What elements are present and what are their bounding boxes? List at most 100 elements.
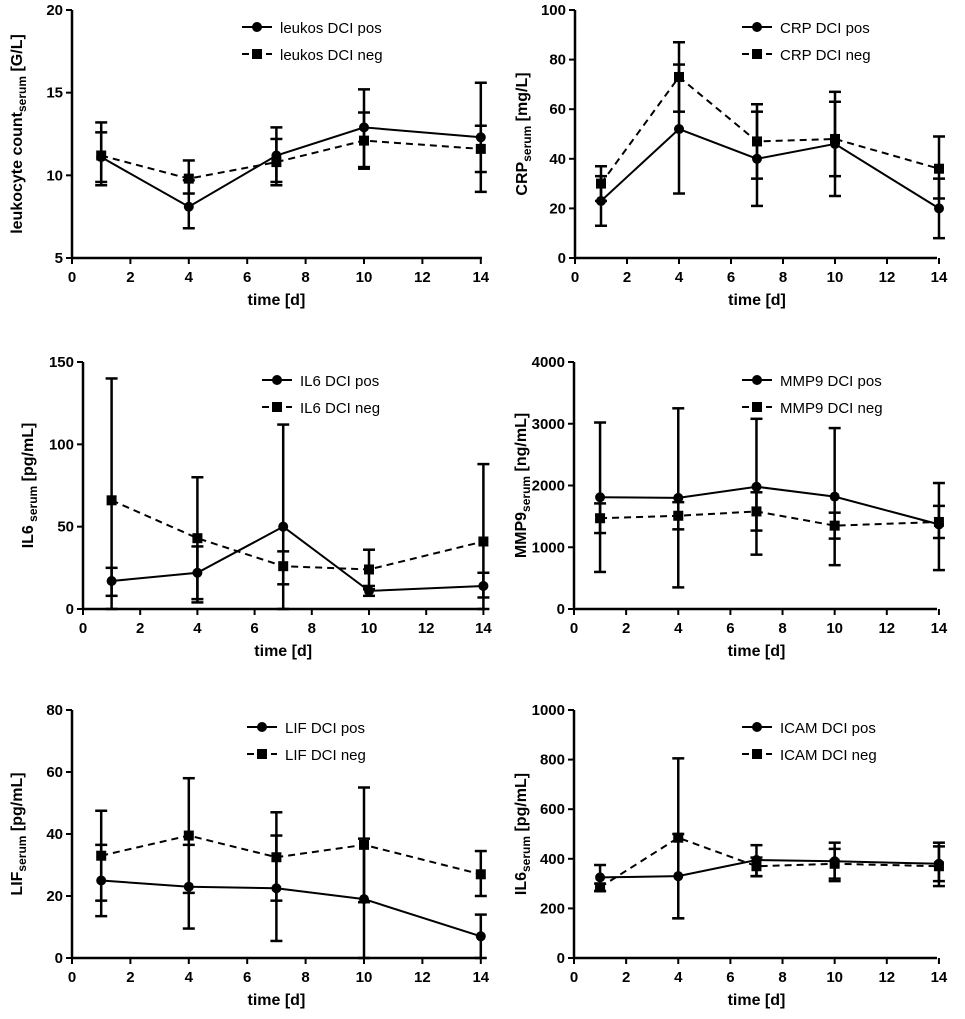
x-tick-label: 2 — [622, 620, 630, 637]
legend-item-pos: LIF DCI pos — [247, 720, 365, 737]
series-line — [101, 879, 482, 938]
y-tick-label: 10 — [46, 167, 63, 184]
x-tick-label: 0 — [68, 969, 76, 986]
series-pos — [105, 423, 490, 611]
y-tick-label: 100 — [49, 436, 74, 453]
data-point — [751, 481, 762, 492]
y-tick-label: 50 — [57, 519, 74, 536]
legend-item-pos: ICAM DCI pos — [742, 720, 876, 737]
x-tick-label: 4 — [193, 620, 202, 637]
y-tick-label: 5 — [55, 250, 63, 267]
data-point — [674, 71, 684, 82]
series-line — [100, 834, 482, 876]
x-tick-label: 0 — [570, 620, 578, 637]
x-tick-label: 2 — [126, 269, 134, 286]
legend-marker — [257, 749, 267, 759]
x-tick-label: 14 — [472, 969, 489, 986]
x-tick-label: 0 — [570, 969, 578, 986]
x-tick-label: 10 — [361, 620, 378, 637]
y-tick-label: 100 — [541, 2, 566, 19]
x-tick-label: 4 — [675, 269, 684, 286]
legend-marker — [752, 375, 762, 385]
y-axis-label-subscript: serum — [15, 76, 29, 112]
legend-marker — [752, 749, 762, 759]
data-point — [475, 931, 486, 942]
x-tick-label: 12 — [414, 969, 431, 986]
x-tick-label: 2 — [622, 969, 630, 986]
legend-item-pos: leukos DCI pos — [242, 20, 382, 37]
y-axis-label-unit: [pg/mL] — [513, 773, 530, 836]
x-tick-label: 12 — [414, 269, 431, 286]
x-tick-label: 2 — [623, 269, 631, 286]
x-tick-label: 8 — [778, 620, 786, 637]
x-tick-label: 14 — [931, 969, 948, 986]
legend-item-pos: MMP9 DCI pos — [742, 373, 882, 390]
y-tick-label: 0 — [558, 250, 566, 267]
x-tick-label: 4 — [185, 269, 194, 286]
data-point — [364, 564, 374, 575]
legend-label: CRP DCI neg — [780, 47, 871, 64]
legend-marker — [272, 375, 282, 385]
y-axis-label-main: CRP — [514, 161, 531, 195]
legend-item-neg: ICAM DCI neg — [742, 747, 877, 764]
y-tick-label: 80 — [46, 702, 63, 719]
x-tick-label: 14 — [475, 620, 492, 637]
y-tick-label: 0 — [557, 950, 565, 967]
data-point — [829, 520, 840, 531]
series-neg — [95, 111, 487, 195]
x-tick-label: 12 — [418, 620, 435, 637]
y-axis-label-main: LIF — [9, 871, 26, 895]
data-point — [751, 506, 762, 517]
series-neg — [95, 776, 487, 904]
data-point — [106, 495, 117, 506]
legend-item-neg: LIF DCI neg — [247, 747, 366, 764]
series-pos — [95, 834, 487, 960]
data-point — [674, 124, 684, 135]
data-point — [673, 510, 684, 521]
legend-marker — [257, 722, 267, 732]
x-tick-label: 8 — [779, 269, 787, 286]
y-tick-label: 1000 — [532, 539, 565, 556]
chart-panel-4: 0 1000 2000 3000 4000 0 2 4 6 8 10 12 14 time [d] MMP9… — [513, 354, 948, 660]
legend-item-neg: MMP9 DCI neg — [742, 400, 883, 417]
data-point — [475, 143, 486, 154]
series-line — [111, 525, 484, 592]
x-tick-label: 6 — [726, 620, 734, 637]
y-axis-label: IL6serum [pg/mL] — [513, 773, 533, 895]
y-tick-label: 20 — [549, 200, 566, 217]
series-line — [111, 499, 484, 571]
y-axis-label: CRPserum [mg/L] — [514, 72, 534, 195]
y-tick-label: 80 — [549, 52, 566, 69]
y-axis-label: MMP9serum [ng/mL] — [513, 413, 533, 558]
data-point — [478, 536, 489, 547]
legend-label: IL6 DCI pos — [300, 373, 379, 390]
series-line — [100, 139, 481, 180]
series-pos — [594, 407, 945, 589]
y-axis-label: leukocyte countserum [G/L] — [9, 34, 29, 234]
y-axis-label-subscript: serum — [26, 486, 40, 525]
x-tick-label: 4 — [674, 969, 683, 986]
legend-label: ICAM DCI pos — [780, 720, 876, 737]
y-tick-label: 0 — [557, 601, 565, 618]
y-axis-label: IL6 serum [pg/mL] — [20, 423, 40, 549]
x-tick-label: 0 — [79, 620, 87, 637]
series-line — [600, 485, 940, 526]
legend-label: MMP9 DCI neg — [780, 400, 883, 417]
legend-item-pos: IL6 DCI pos — [262, 373, 379, 390]
x-tick-label: 4 — [185, 969, 194, 986]
x-tick-label: 10 — [356, 969, 373, 986]
y-tick-label: 1000 — [532, 702, 565, 719]
series-pos — [95, 81, 487, 230]
legend-label: leukos DCI pos — [280, 20, 382, 37]
series-neg — [594, 757, 945, 920]
legend-item-neg: IL6 DCI neg — [262, 400, 380, 417]
y-tick-label: 0 — [55, 950, 63, 967]
series-pos — [594, 832, 945, 920]
x-tick-label: 10 — [826, 620, 843, 637]
series-line — [100, 126, 481, 208]
y-tick-label: 600 — [540, 801, 565, 818]
x-tick-label: 2 — [136, 620, 144, 637]
legend-label: IL6 DCI neg — [300, 400, 380, 417]
y-axis-label-subscript: serum — [519, 476, 533, 512]
